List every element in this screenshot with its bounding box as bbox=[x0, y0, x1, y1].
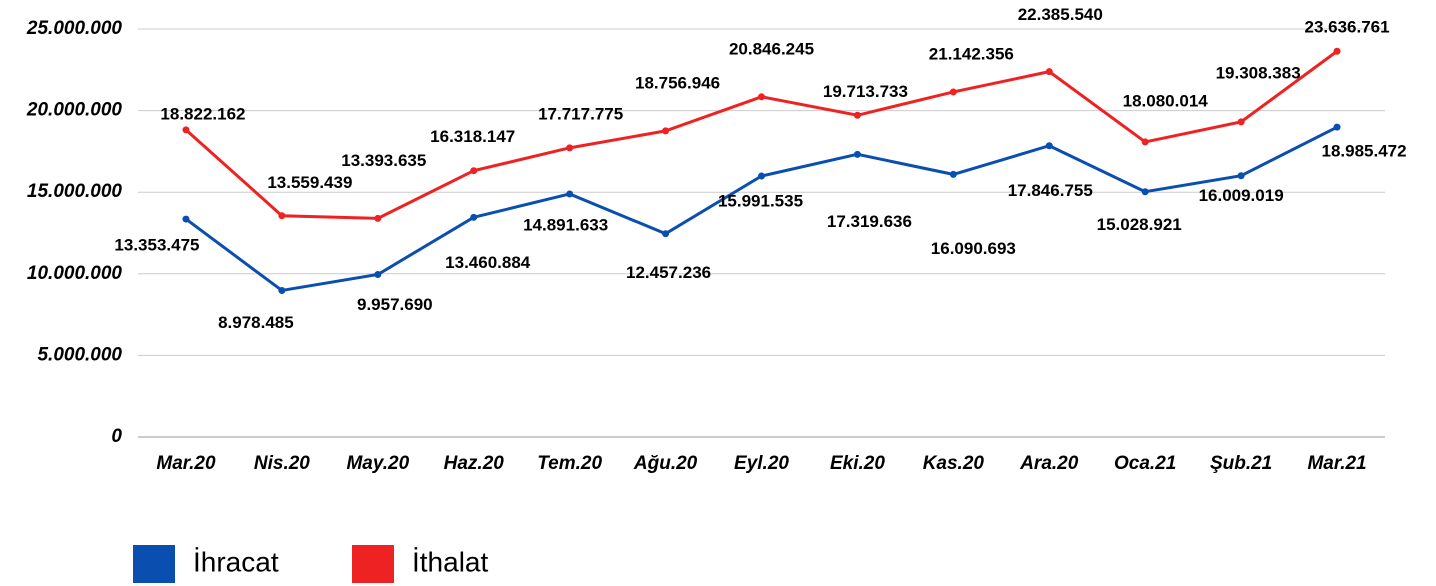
data-label: 15.991.535 bbox=[718, 192, 803, 211]
point bbox=[182, 126, 190, 134]
data-label: 18.822.162 bbox=[160, 104, 245, 123]
x-tick-label: Ağu.20 bbox=[633, 453, 698, 474]
x-tick-label: Mar.21 bbox=[1307, 453, 1366, 474]
legend-label: İhracat bbox=[193, 546, 279, 577]
data-label: 21.142.356 bbox=[929, 44, 1014, 63]
point bbox=[566, 190, 574, 198]
point bbox=[1141, 188, 1149, 196]
data-label: 16.009.019 bbox=[1199, 186, 1284, 205]
data-label: 9.957.690 bbox=[357, 295, 433, 314]
legend-swatch bbox=[133, 545, 175, 583]
data-label: 12.457.236 bbox=[626, 263, 711, 282]
data-label: 15.028.921 bbox=[1097, 215, 1182, 234]
point bbox=[374, 214, 382, 222]
legend-label: İthalat bbox=[412, 546, 488, 577]
point bbox=[1333, 47, 1341, 55]
data-label: 18.756.946 bbox=[635, 73, 720, 92]
point bbox=[1237, 118, 1245, 126]
x-tick-label: Haz.20 bbox=[444, 453, 505, 474]
point bbox=[853, 150, 861, 158]
point bbox=[1141, 138, 1149, 146]
x-tick-label: Nis.20 bbox=[254, 453, 310, 474]
point bbox=[1045, 142, 1053, 150]
point bbox=[182, 215, 190, 223]
y-tick-label: 25.000.000 bbox=[26, 18, 123, 39]
y-tick-label: 20.000.000 bbox=[26, 100, 123, 121]
data-label: 17.717.775 bbox=[538, 104, 623, 123]
data-label: 19.308.383 bbox=[1216, 63, 1301, 82]
point bbox=[470, 167, 478, 175]
point bbox=[374, 270, 382, 278]
point bbox=[1045, 68, 1053, 76]
data-label: 14.891.633 bbox=[523, 215, 608, 234]
legend-swatch bbox=[352, 545, 394, 583]
x-tick-label: Tem.20 bbox=[537, 453, 602, 474]
data-label: 16.090.693 bbox=[931, 239, 1016, 258]
x-tick-label: Eyl.20 bbox=[734, 453, 789, 474]
point bbox=[278, 212, 286, 220]
data-label: 8.978.485 bbox=[218, 313, 294, 332]
data-label: 13.460.884 bbox=[445, 253, 531, 272]
y-tick-label: 0 bbox=[111, 426, 122, 447]
data-label: 23.636.761 bbox=[1304, 18, 1389, 37]
data-label: 20.846.245 bbox=[729, 39, 814, 58]
point bbox=[1237, 172, 1245, 180]
data-label: 22.385.540 bbox=[1018, 5, 1103, 24]
x-tick-label: Şub.21 bbox=[1210, 453, 1272, 474]
data-label: 18.985.472 bbox=[1321, 142, 1406, 161]
data-label: 16.318.147 bbox=[430, 127, 515, 146]
x-tick-label: Ara.20 bbox=[1019, 453, 1079, 474]
x-tick-label: Oca.21 bbox=[1114, 453, 1176, 474]
x-tick-label: May.20 bbox=[346, 453, 409, 474]
point bbox=[662, 127, 670, 135]
point bbox=[758, 93, 765, 101]
data-label: 17.319.636 bbox=[827, 212, 912, 231]
x-tick-label: Kas.20 bbox=[923, 453, 985, 474]
y-tick-label: 10.000.000 bbox=[27, 263, 123, 284]
point bbox=[758, 172, 765, 180]
point bbox=[949, 88, 957, 96]
x-tick-label: Eki.20 bbox=[830, 453, 885, 474]
point bbox=[566, 144, 574, 152]
point bbox=[662, 230, 670, 238]
data-label: 19.713.733 bbox=[823, 82, 908, 101]
point bbox=[853, 111, 861, 119]
data-label: 13.559.439 bbox=[267, 173, 352, 192]
data-label: 17.846.755 bbox=[1008, 181, 1093, 200]
data-label: 13.353.475 bbox=[114, 236, 199, 255]
point bbox=[1333, 123, 1341, 131]
data-label: 13.393.635 bbox=[341, 151, 426, 170]
y-tick-label: 15.000.000 bbox=[27, 181, 123, 202]
data-label: 18.080.014 bbox=[1123, 91, 1209, 110]
y-tick-label: 5.000.000 bbox=[37, 344, 122, 365]
point bbox=[949, 170, 957, 178]
x-tick-label: Mar.20 bbox=[156, 453, 216, 474]
point bbox=[470, 213, 478, 221]
point bbox=[278, 286, 286, 294]
